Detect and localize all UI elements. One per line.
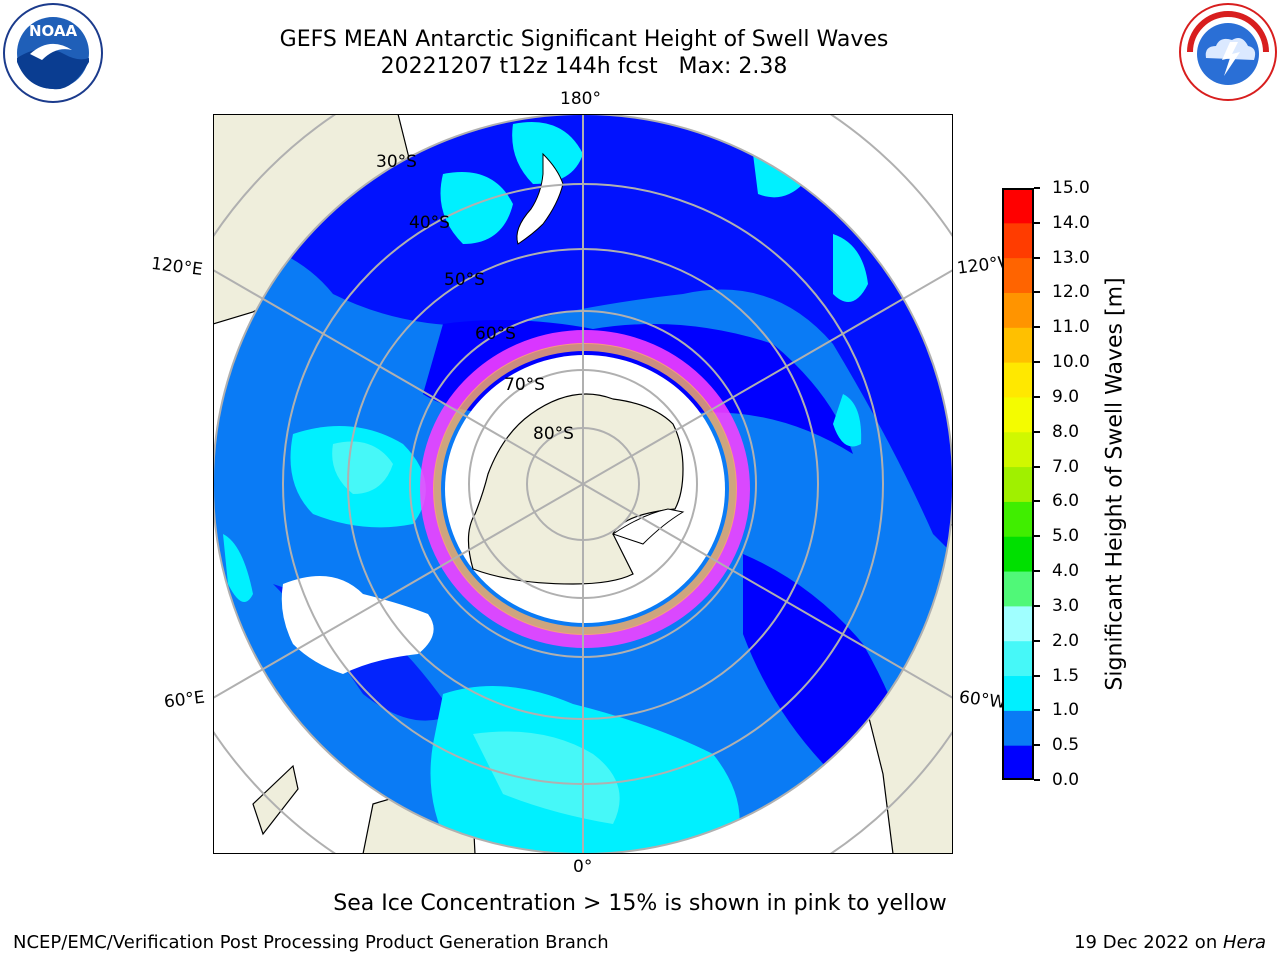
colorbar-segment — [1002, 362, 1034, 398]
colorbar-tick-mark — [1034, 395, 1040, 398]
colorbar-segment — [1002, 431, 1034, 468]
colorbar — [1002, 188, 1034, 780]
colorbar-tick-mark — [1034, 604, 1040, 607]
footer-date-text: 19 Dec 2022 on — [1074, 932, 1223, 953]
colorbar-tick-label: 7.0 — [1052, 456, 1080, 477]
colorbar-segment — [1002, 188, 1034, 224]
colorbar-tick-label: 15.0 — [1052, 178, 1090, 198]
noaa-logo-text: NOAA — [29, 22, 78, 40]
colorbar-tick-mark — [1034, 570, 1040, 573]
colorbar-tick-mark — [1034, 187, 1040, 189]
lon-label-180: 180° — [560, 89, 601, 109]
colorbar-tick-mark — [1034, 361, 1040, 364]
colorbar-tick-label: 8.0 — [1052, 421, 1080, 442]
colorbar-segment — [1002, 675, 1034, 711]
colorbar-tick-mark — [1034, 500, 1040, 503]
chart-title: GEFS MEAN Antarctic Significant Height o… — [279, 27, 889, 52]
footer-machine: Hera — [1222, 932, 1266, 953]
colorbar-tick-mark — [1034, 465, 1040, 468]
colorbar-tick-mark — [1034, 256, 1040, 259]
colorbar-tick-label: 3.0 — [1052, 595, 1080, 616]
lat-label-30s: 30°S — [376, 152, 417, 172]
colorbar-segment — [1002, 640, 1034, 677]
footer-date: 19 Dec 2022 on Hera — [1074, 932, 1266, 954]
colorbar-tick-label: 9.0 — [1052, 386, 1080, 407]
colorbar-tick-label: 12.0 — [1052, 282, 1090, 303]
colorbar-segment — [1002, 396, 1034, 433]
lon-label-60e: 60°E — [162, 687, 206, 713]
new-zealand — [516, 152, 564, 245]
polar-map — [213, 114, 953, 854]
colorbar-tick-label: 14.0 — [1052, 212, 1090, 233]
colorbar-segment — [1002, 222, 1034, 259]
colorbar-tick-mark — [1034, 744, 1040, 747]
colorbar-segment — [1002, 571, 1034, 607]
colorbar-tick-label: 2.0 — [1052, 630, 1080, 651]
colorbar-tick-mark — [1034, 430, 1040, 433]
colorbar-tick-label: 0.5 — [1052, 735, 1080, 756]
colorbar-tick-label: 1.5 — [1052, 665, 1080, 686]
meridians — [213, 114, 953, 854]
lat-label-60s: 60°S — [475, 324, 516, 344]
colorbar-tick-mark — [1034, 221, 1040, 224]
colorbar-tick-mark — [1034, 291, 1040, 294]
colorbar-segment — [1002, 710, 1034, 746]
colorbar-tick-mark — [1034, 326, 1040, 329]
colorbar-tick-mark — [1034, 535, 1040, 538]
colorbar-tick-mark — [1034, 709, 1040, 712]
footer-credit: NCEP/EMC/Verification Post Processing Pr… — [13, 932, 609, 953]
colorbar-tick-mark — [1034, 779, 1040, 781]
lon-label-0: 0° — [573, 857, 593, 877]
colorbar-segment — [1002, 605, 1034, 642]
colorbar-tick-mark — [1034, 674, 1040, 677]
colorbar-segment — [1002, 327, 1034, 363]
colorbar-tick-label: 5.0 — [1052, 526, 1080, 547]
lat-label-70s: 70°S — [504, 375, 545, 395]
colorbar-tick-label: 13.0 — [1052, 247, 1090, 268]
colorbar-tick-label: 11.0 — [1052, 317, 1090, 338]
lon-label-120e: 120°E — [149, 253, 204, 281]
noaa-logo: NOAA — [3, 3, 103, 103]
colorbar-label: Significant Height of Swell Waves [m] — [1102, 277, 1128, 691]
colorbar-segment — [1002, 292, 1034, 328]
colorbar-tick-mark — [1034, 639, 1040, 642]
national-weather-service-logo — [1179, 3, 1277, 101]
colorbar-segment — [1002, 257, 1034, 293]
lat-label-50s: 50°S — [444, 270, 485, 290]
colorbar-tick-label: 6.0 — [1052, 491, 1080, 512]
colorbar-segment — [1002, 536, 1034, 572]
colorbar-tick-label: 1.0 — [1052, 700, 1080, 721]
colorbar-segment — [1002, 501, 1034, 537]
chart-subtitle: 20221207 t12z 144h fcst Max: 2.38 — [380, 54, 788, 79]
colorbar-tick-label: 0.0 — [1052, 770, 1080, 790]
lat-label-80s: 80°S — [533, 424, 574, 444]
lon-label-60w: 60°W — [957, 687, 1005, 713]
colorbar-tick-label: 4.0 — [1052, 561, 1080, 582]
colorbar-segment — [1002, 466, 1034, 502]
lon-label-120w: 120°W — [955, 253, 1004, 279]
colorbar-segment — [1002, 745, 1034, 780]
lat-label-40s: 40°S — [409, 213, 450, 233]
caption: Sea Ice Concentration > 15% is shown in … — [333, 891, 947, 916]
colorbar-tick-label: 10.0 — [1052, 352, 1090, 373]
